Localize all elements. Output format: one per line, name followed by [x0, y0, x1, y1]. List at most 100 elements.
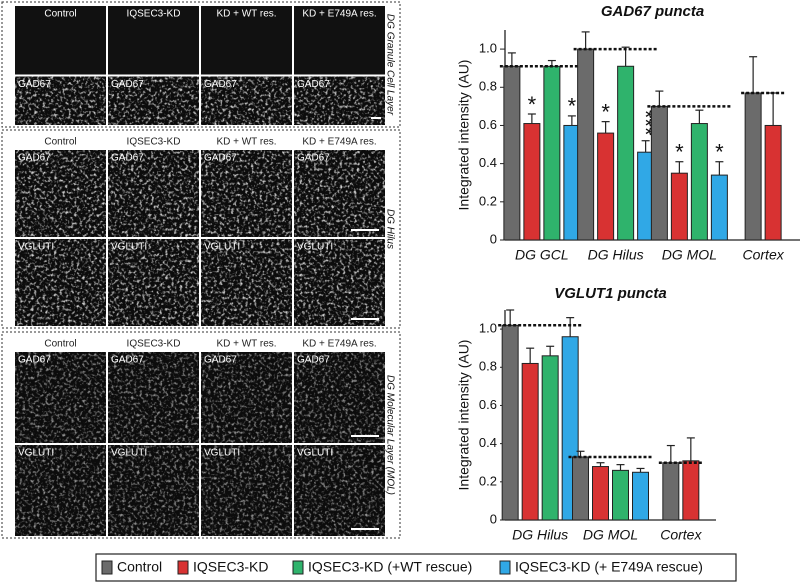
image-signal: [108, 76, 199, 125]
bar: [577, 48, 595, 241]
image-signal: [108, 239, 199, 326]
image-signal: [294, 352, 385, 443]
y-tick-label: 1.0: [479, 41, 497, 56]
image-signal: [294, 445, 385, 536]
legend-swatch: [499, 560, 511, 575]
y-tick-label: 0.2: [479, 193, 497, 208]
significance: *: [675, 140, 684, 165]
column-header: KD + E749A res.: [302, 137, 376, 148]
image-signal: [15, 352, 106, 443]
bar: [670, 172, 688, 241]
bar: [632, 471, 649, 521]
bar: [682, 460, 700, 521]
bar: [597, 132, 615, 241]
image-signal: [201, 76, 292, 125]
scale-bar: [351, 435, 379, 437]
row-label: VGLUTI: [111, 242, 147, 253]
legend-label: IQSEC3-KD (+WT rescue): [308, 559, 472, 575]
image-signal: [15, 445, 106, 536]
row-label: GAD67: [204, 79, 237, 90]
image-signal: [201, 150, 292, 237]
column-header: KD + WT res.: [216, 339, 276, 350]
bar: [690, 123, 708, 241]
y-tick-label: 0: [490, 511, 497, 526]
bar: [523, 123, 541, 241]
chart-title: GAD67 puncta: [601, 3, 704, 20]
bar: [764, 124, 782, 241]
row-label: GAD67: [297, 79, 330, 90]
bar: [501, 324, 519, 521]
bar: [650, 105, 668, 241]
bar: [541, 355, 559, 521]
y-tick-label: 0.4: [479, 435, 497, 450]
significance: *: [528, 92, 537, 117]
column-header: Control: [44, 137, 76, 148]
row-label: GAD67: [18, 153, 51, 164]
scale-bar: [371, 117, 381, 119]
y-tick-label: 0.8: [479, 79, 497, 94]
y-axis-label: Integrated intensity (AU): [456, 60, 472, 211]
legend-label: IQSEC3-KD (+ E749A rescue): [515, 559, 703, 575]
row-label: GAD67: [111, 355, 144, 366]
row-label: VGLUTI: [204, 448, 240, 459]
column-header: KD + E749A res.: [302, 9, 376, 20]
x-tick-label: Cortex: [660, 527, 702, 543]
legend-swatch: [177, 560, 189, 575]
column-header: Control: [44, 339, 76, 350]
column-header: KD + WT res.: [216, 9, 276, 20]
row-label: VGLUTI: [111, 448, 147, 459]
row-label: GAD67: [297, 355, 330, 366]
row-label: GAD67: [18, 79, 51, 90]
column-header: IQSEC3-KD: [127, 137, 181, 148]
bar: [543, 65, 561, 241]
bar: [612, 469, 629, 521]
image-signal: [201, 352, 292, 443]
region-label: DG Hilus: [384, 209, 395, 249]
x-tick-label: Cortex: [743, 247, 785, 263]
bar: [592, 466, 609, 521]
significance: *: [715, 140, 724, 165]
bar: [710, 174, 728, 241]
y-tick-label: 0.2: [479, 473, 497, 488]
region-label: DG Granule Cell Layer: [384, 14, 395, 116]
row-label: GAD67: [204, 153, 237, 164]
scale-bar: [351, 528, 379, 530]
bar: [617, 65, 635, 241]
x-tick-label: DG MOL: [583, 527, 638, 543]
y-tick-label: 0.6: [479, 117, 497, 132]
region-label: DG Molecular Layer (MOL): [384, 375, 395, 495]
significance: *: [601, 99, 610, 124]
row-label: VGLUTI: [204, 242, 240, 253]
y-tick-label: 0: [490, 231, 497, 246]
row-label: GAD67: [18, 355, 51, 366]
image-bg: [294, 6, 385, 75]
legend-swatch: [292, 560, 304, 575]
y-tick-label: 0.4: [479, 155, 497, 170]
legend-box: [95, 553, 737, 582]
panel-frame: [1, 129, 401, 329]
significance: *: [568, 94, 577, 119]
y-tick-label: 0.8: [479, 359, 497, 374]
image-signal: [294, 150, 385, 237]
column-header: IQSEC3-KD: [127, 339, 181, 350]
row-label: VGLUTI: [18, 242, 54, 253]
image-bg: [201, 6, 292, 75]
legend-label: Control: [117, 559, 162, 575]
y-tick-label: 1.0: [479, 321, 497, 336]
x-tick-label: DG GCL: [515, 247, 569, 263]
row-label: VGLUTI: [18, 448, 54, 459]
image-signal: [15, 150, 106, 237]
column-header: KD + WT res.: [216, 137, 276, 148]
image-signal: [294, 76, 385, 125]
image-bg: [15, 6, 106, 75]
row-label: VGLUTI: [297, 448, 333, 459]
panel-frame: [1, 331, 401, 539]
bar: [744, 92, 762, 241]
image-signal: [108, 445, 199, 536]
row-label: GAD67: [111, 153, 144, 164]
x-tick-label: DG Hilus: [588, 247, 644, 263]
row-label: GAD67: [111, 79, 144, 90]
column-header: Control: [44, 9, 76, 20]
column-header: IQSEC3-KD: [127, 9, 181, 20]
